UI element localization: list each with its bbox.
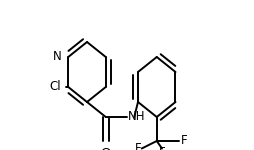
Text: O: O <box>100 147 110 150</box>
Text: Cl: Cl <box>50 81 61 93</box>
Text: NH: NH <box>128 110 145 123</box>
Text: F: F <box>134 142 141 150</box>
Text: F: F <box>180 134 186 147</box>
Text: N: N <box>53 51 61 63</box>
Text: F: F <box>158 146 165 150</box>
